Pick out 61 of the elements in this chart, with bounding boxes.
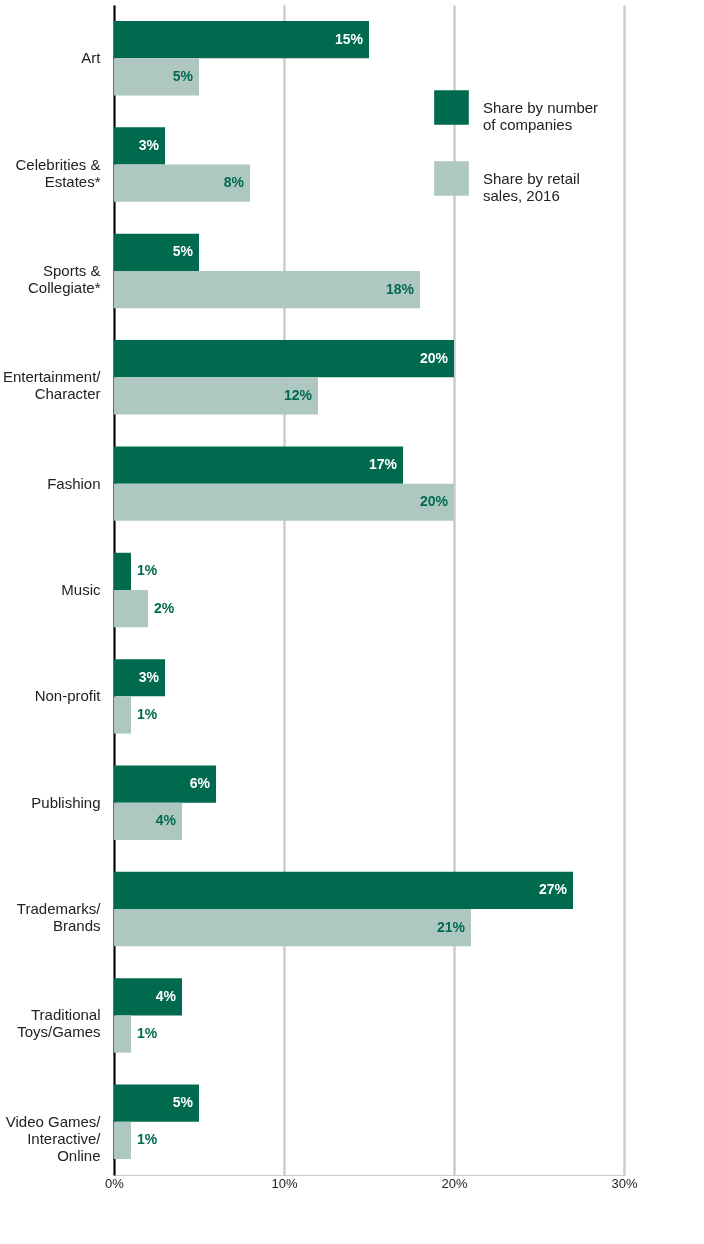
data-label: 1% (137, 705, 158, 722)
y-tick-label: Publishing (31, 793, 101, 811)
data-label: 21% (436, 918, 466, 935)
bar (114, 340, 454, 378)
bar (114, 20, 369, 59)
data-label: 1% (137, 1131, 158, 1148)
y-tick-label: Celebrities & Estates* (15, 155, 101, 190)
bar (114, 909, 471, 947)
bar (114, 233, 199, 271)
bar (114, 978, 182, 1016)
bar (114, 765, 216, 803)
y-tick-label: Non-profit (34, 687, 102, 705)
y-tick-label: Music (61, 581, 101, 598)
bar (114, 377, 318, 415)
data-label: 27% (538, 881, 568, 898)
bar (114, 483, 454, 521)
data-label: 5% (172, 67, 194, 84)
data-label: 20% (419, 349, 449, 366)
y-tick-label: Art (81, 49, 102, 67)
data-label: 12% (283, 386, 313, 403)
bar (114, 1015, 131, 1053)
bar (114, 802, 182, 840)
data-label: 5% (172, 1094, 194, 1111)
bar (114, 127, 165, 165)
bar (114, 590, 148, 628)
data-label: 4% (155, 987, 177, 1004)
data-label: 2% (154, 599, 175, 616)
x-tick-label: 10% (271, 1175, 298, 1191)
data-label: 18% (385, 280, 415, 297)
y-tick-label: Trademarks/Brands (16, 900, 102, 935)
bar (114, 58, 199, 96)
bar (114, 659, 165, 697)
bar (114, 696, 131, 734)
y-tick-label: Entertainment/Character (2, 368, 102, 403)
y-tick-label: Fashion (47, 474, 101, 492)
data-label: 3% (138, 136, 160, 153)
legend-label: Share by retail sales, 2016 (483, 169, 580, 204)
x-tick-label: 20% (441, 1175, 468, 1191)
data-label: 15% (334, 30, 364, 47)
data-label: 4% (155, 812, 177, 829)
x-tick-label: 30% (611, 1175, 638, 1191)
bar (114, 552, 131, 590)
data-label: 5% (172, 243, 194, 260)
y-tick-label: Traditional Toys/Games (17, 1006, 101, 1041)
data-label: 8% (223, 174, 245, 191)
bar (114, 446, 403, 484)
bar (114, 1121, 131, 1160)
bar (114, 270, 420, 309)
data-label: 1% (137, 1025, 158, 1042)
y-tick-label: Video Games/Interactive/Online (5, 1112, 102, 1164)
data-label: 3% (138, 668, 160, 685)
data-label: 17% (368, 456, 398, 473)
legend-label: Share by number of companies (483, 98, 599, 133)
bar (114, 871, 573, 910)
x-tick-label: 0% (105, 1175, 125, 1191)
bar (114, 164, 250, 202)
data-label: 6% (189, 775, 211, 792)
data-label: 1% (137, 562, 158, 579)
data-label: 20% (419, 493, 449, 510)
bar (114, 1084, 199, 1122)
y-tick-label: Sports & Collegiate* (27, 261, 101, 296)
